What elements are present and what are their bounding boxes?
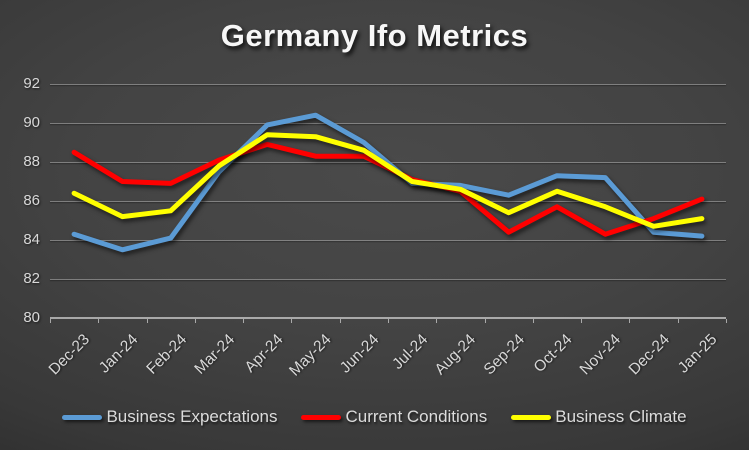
- y-axis-label: 92: [23, 75, 40, 92]
- legend-label: Business Climate: [555, 407, 687, 426]
- y-gridline: [50, 201, 726, 202]
- x-axis-tick: [532, 319, 534, 323]
- legend: Business Expectations Current Conditions B…: [0, 403, 749, 431]
- x-axis-tick: [243, 319, 245, 323]
- legend-item-current-conditions: Current Conditions: [301, 407, 487, 427]
- y-gridline: [50, 84, 726, 85]
- y-gridline: [50, 279, 726, 280]
- legend-label: Current Conditions: [345, 407, 488, 426]
- legend-item-business-climate: Business Climate: [511, 407, 687, 427]
- y-gridline: [50, 240, 726, 241]
- x-axis-tick: [436, 319, 438, 323]
- x-axis-tick: [98, 319, 100, 323]
- legend-swatch: [301, 414, 342, 420]
- y-axis-label: 82: [23, 270, 40, 287]
- x-axis-tick: [484, 319, 486, 323]
- y-axis-label: 90: [23, 114, 40, 131]
- x-axis-line: [50, 317, 726, 319]
- legend-label: Business Expectations: [106, 407, 278, 426]
- x-axis-tick: [291, 319, 293, 323]
- x-axis-tick: [677, 319, 679, 323]
- y-gridline: [50, 123, 726, 124]
- x-axis-tick: [581, 319, 583, 323]
- legend-item-business-expectations: Business Expectations: [62, 407, 277, 427]
- x-axis-tick: [194, 319, 196, 323]
- x-axis-tick: [629, 319, 631, 323]
- x-axis-tick: [146, 319, 148, 323]
- chart-title: Germany Ifo Metrics: [220, 18, 529, 53]
- x-axis-tick: [50, 319, 51, 323]
- x-axis-tick: [339, 319, 341, 323]
- series-line-current-conditions: [71, 141, 705, 237]
- legend-swatch: [511, 414, 552, 420]
- x-axis-tick: [388, 319, 389, 323]
- legend-swatch: [62, 414, 103, 420]
- y-axis-label: 86: [23, 192, 40, 209]
- y-axis-label: 88: [23, 153, 40, 170]
- series-line-business-climate: [71, 132, 705, 229]
- y-axis-label: 80: [23, 309, 40, 326]
- y-axis-label: 84: [23, 231, 40, 248]
- x-axis-tick: [726, 319, 727, 323]
